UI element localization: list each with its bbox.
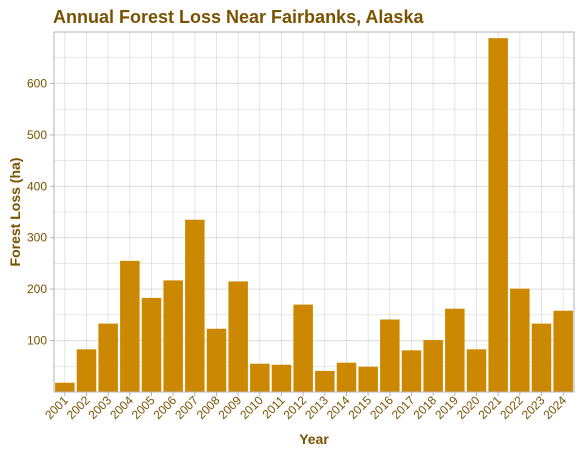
x-tick-label: 2013 xyxy=(302,393,331,422)
x-tick-label: 2001 xyxy=(42,393,71,422)
x-tick-label: 2011 xyxy=(259,393,287,421)
x-tick-label: 2004 xyxy=(107,393,136,422)
x-tick-label: 2016 xyxy=(367,393,396,422)
bar-2011 xyxy=(271,364,292,392)
bar-2013 xyxy=(315,370,335,392)
bar-2023 xyxy=(531,323,552,392)
bar-2004 xyxy=(120,260,140,392)
y-tick-label: 100 xyxy=(27,334,47,348)
bar-2012 xyxy=(293,304,313,392)
x-tick-label: 2018 xyxy=(411,393,440,422)
bar-2017 xyxy=(401,350,422,392)
y-tick-label: 500 xyxy=(27,128,47,142)
bar-2006 xyxy=(163,280,183,392)
bar-2018 xyxy=(423,340,443,392)
x-axis: 2001200220032004200520062007200820092010… xyxy=(42,392,570,422)
bar-2022 xyxy=(510,288,530,392)
bar-2015 xyxy=(358,366,378,392)
bar-layer xyxy=(55,38,573,393)
bar-2001 xyxy=(55,382,75,392)
x-tick-label: 2009 xyxy=(216,393,245,422)
y-tick-label: 400 xyxy=(27,179,47,193)
y-tick-label: 300 xyxy=(27,231,47,245)
x-tick-label: 2008 xyxy=(194,393,223,422)
x-tick-label: 2017 xyxy=(389,393,418,422)
x-tick-label: 2024 xyxy=(541,393,570,422)
x-tick-label: 2012 xyxy=(281,393,310,422)
chart-title: Annual Forest Loss Near Fairbanks, Alask… xyxy=(53,7,424,27)
x-tick-label: 2019 xyxy=(432,393,461,422)
bar-2005 xyxy=(141,297,162,392)
x-tick-label: 2003 xyxy=(86,393,115,422)
plot-border xyxy=(53,31,575,393)
bar-2024 xyxy=(553,310,573,392)
bar-2020 xyxy=(466,349,487,392)
bar-2019 xyxy=(445,308,465,392)
x-tick-label: 2006 xyxy=(151,393,180,422)
bar-2014 xyxy=(336,362,357,392)
x-tick-label: 2002 xyxy=(64,393,93,422)
y-tick-label: 600 xyxy=(27,76,47,90)
x-tick-label: 2020 xyxy=(454,393,483,422)
bar-2016 xyxy=(380,319,400,392)
bar-2007 xyxy=(185,219,205,392)
x-axis-title: Year xyxy=(299,431,329,447)
bar-2009 xyxy=(228,281,248,392)
x-tick-label: 2021 xyxy=(476,393,505,422)
y-tick-label: 200 xyxy=(27,282,47,296)
bar-2008 xyxy=(206,328,227,392)
x-tick-label: 2015 xyxy=(346,393,375,422)
x-tick-label: 2007 xyxy=(172,393,201,422)
y-axis: 100 200 300 400 500 600 xyxy=(27,76,54,348)
bar-2002 xyxy=(76,349,97,392)
x-tick-label: 2023 xyxy=(519,393,548,422)
bar-2010 xyxy=(250,363,270,392)
x-tick-label: 2010 xyxy=(237,393,266,422)
x-tick-label: 2005 xyxy=(129,393,158,422)
y-axis-title: Forest Loss (ha) xyxy=(7,158,23,267)
bar-2003 xyxy=(98,323,118,392)
bar-2021 xyxy=(488,38,508,393)
x-tick-label: 2022 xyxy=(497,393,526,422)
x-tick-label: 2014 xyxy=(324,393,353,422)
